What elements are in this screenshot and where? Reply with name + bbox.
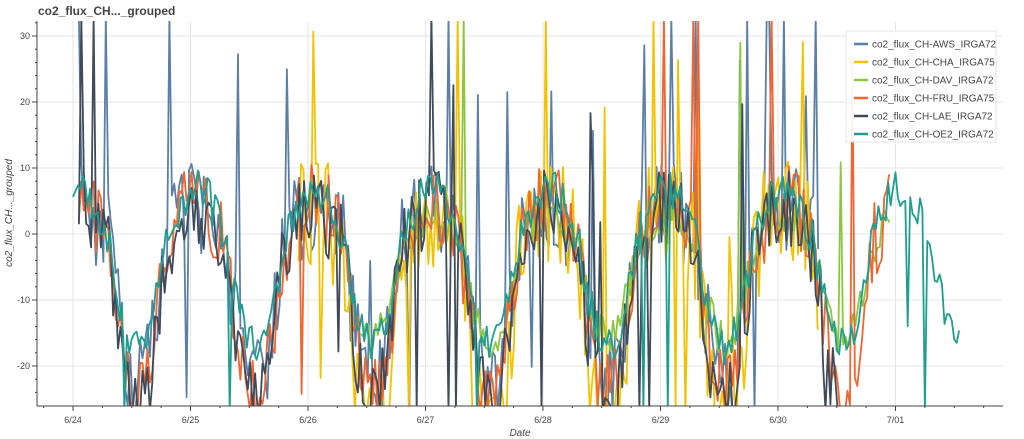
x-tick-label: 6/28 bbox=[534, 415, 552, 425]
x-tick-label: 6/26 bbox=[299, 415, 317, 425]
series-line bbox=[72, 169, 960, 406]
series-line bbox=[78, 21, 839, 406]
x-tick-label: 6/30 bbox=[769, 415, 787, 425]
y-tick-label: 20 bbox=[20, 97, 30, 107]
y-tick-label: 10 bbox=[20, 163, 30, 173]
y-tick-label: -20 bbox=[17, 361, 30, 371]
y-ticks: 30 20 10 0 -10 -20 bbox=[17, 22, 37, 393]
y-tick-label: 0 bbox=[25, 229, 30, 239]
legend-box bbox=[845, 30, 997, 143]
series-lines bbox=[72, 21, 960, 406]
y-tick-label: -10 bbox=[17, 295, 30, 305]
legend-label: co2_flux_CH-AWS_IRGA72 bbox=[872, 40, 997, 51]
legend: co2_flux_CH-AWS_IRGA72 co2_flux_CH-CHA_IR… bbox=[845, 30, 997, 143]
x-tick-label: 6/25 bbox=[182, 415, 200, 425]
legend-label: co2_flux_CH-LAE_IRGA72 bbox=[872, 112, 993, 123]
legend-label: co2_flux_CH-OE2_IRGA72 bbox=[872, 130, 994, 141]
x-ticks: 6/24 6/25 6/26 6/27 6/28 6/29 6/30 7/01 bbox=[43, 406, 985, 425]
chart-title: co2_flux_CH..._grouped bbox=[38, 4, 176, 18]
y-axis-label: co2_flux_CH..._grouped bbox=[4, 159, 15, 267]
x-tick-label: 6/29 bbox=[652, 415, 670, 425]
y-tick-label: 30 bbox=[20, 31, 30, 41]
legend-label: co2_flux_CH-DAV_IRGA72 bbox=[872, 76, 994, 87]
grid-lines bbox=[37, 21, 1003, 406]
legend-label: co2_flux_CH-FRU_IRGA75 bbox=[872, 94, 995, 105]
x-axis-label: Date bbox=[509, 428, 531, 439]
x-tick-label: 6/27 bbox=[417, 415, 435, 425]
legend-label: co2_flux_CH-CHA_IRGA75 bbox=[872, 58, 995, 69]
x-tick-label: 7/01 bbox=[887, 415, 905, 425]
x-tick-label: 6/24 bbox=[64, 415, 82, 425]
